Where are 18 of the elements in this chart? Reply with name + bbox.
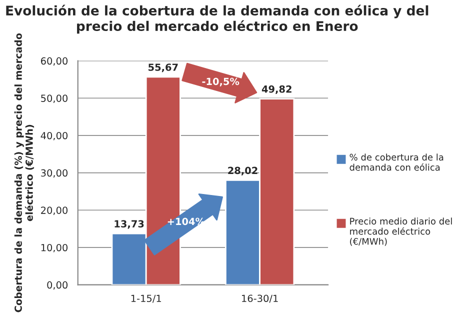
y-axis-title: Cobertura de la demanda (%) y precio del mercado eléctrico (€/MWh) [14, 33, 34, 312]
y-tick-label: 10,00 [41, 244, 68, 252]
chart-title: Evolución de la cobertura de la demanda con eólica y del precio del mercado eléctrico en Enero [6, 4, 428, 34]
x-tick-label: 16-30/1 [242, 294, 278, 303]
data-label: 55,67 [148, 64, 178, 72]
y-tick-label: 30,00 [41, 169, 68, 178]
y-tick-label: 50,00 [41, 94, 68, 103]
data-label: 49,82 [262, 85, 292, 94]
y-tick-label: 20,00 [41, 206, 68, 215]
x-tick-label: 1-15/1 [131, 294, 161, 303]
y-tick-label: 60,00 [41, 57, 68, 66]
data-label: 28,02 [228, 166, 258, 176]
legend-label: Precio medio diario del mercado eléctrico (€/MWh) [350, 218, 452, 246]
legend-label: % de cobertura de la demanda con eólica [350, 154, 444, 171]
data-label: 13,73 [114, 220, 144, 229]
annotation: -10,5% [202, 78, 240, 86]
y-tick-label: 0,00 [47, 281, 68, 290]
y-tick-label: 40,00 [40, 132, 68, 140]
